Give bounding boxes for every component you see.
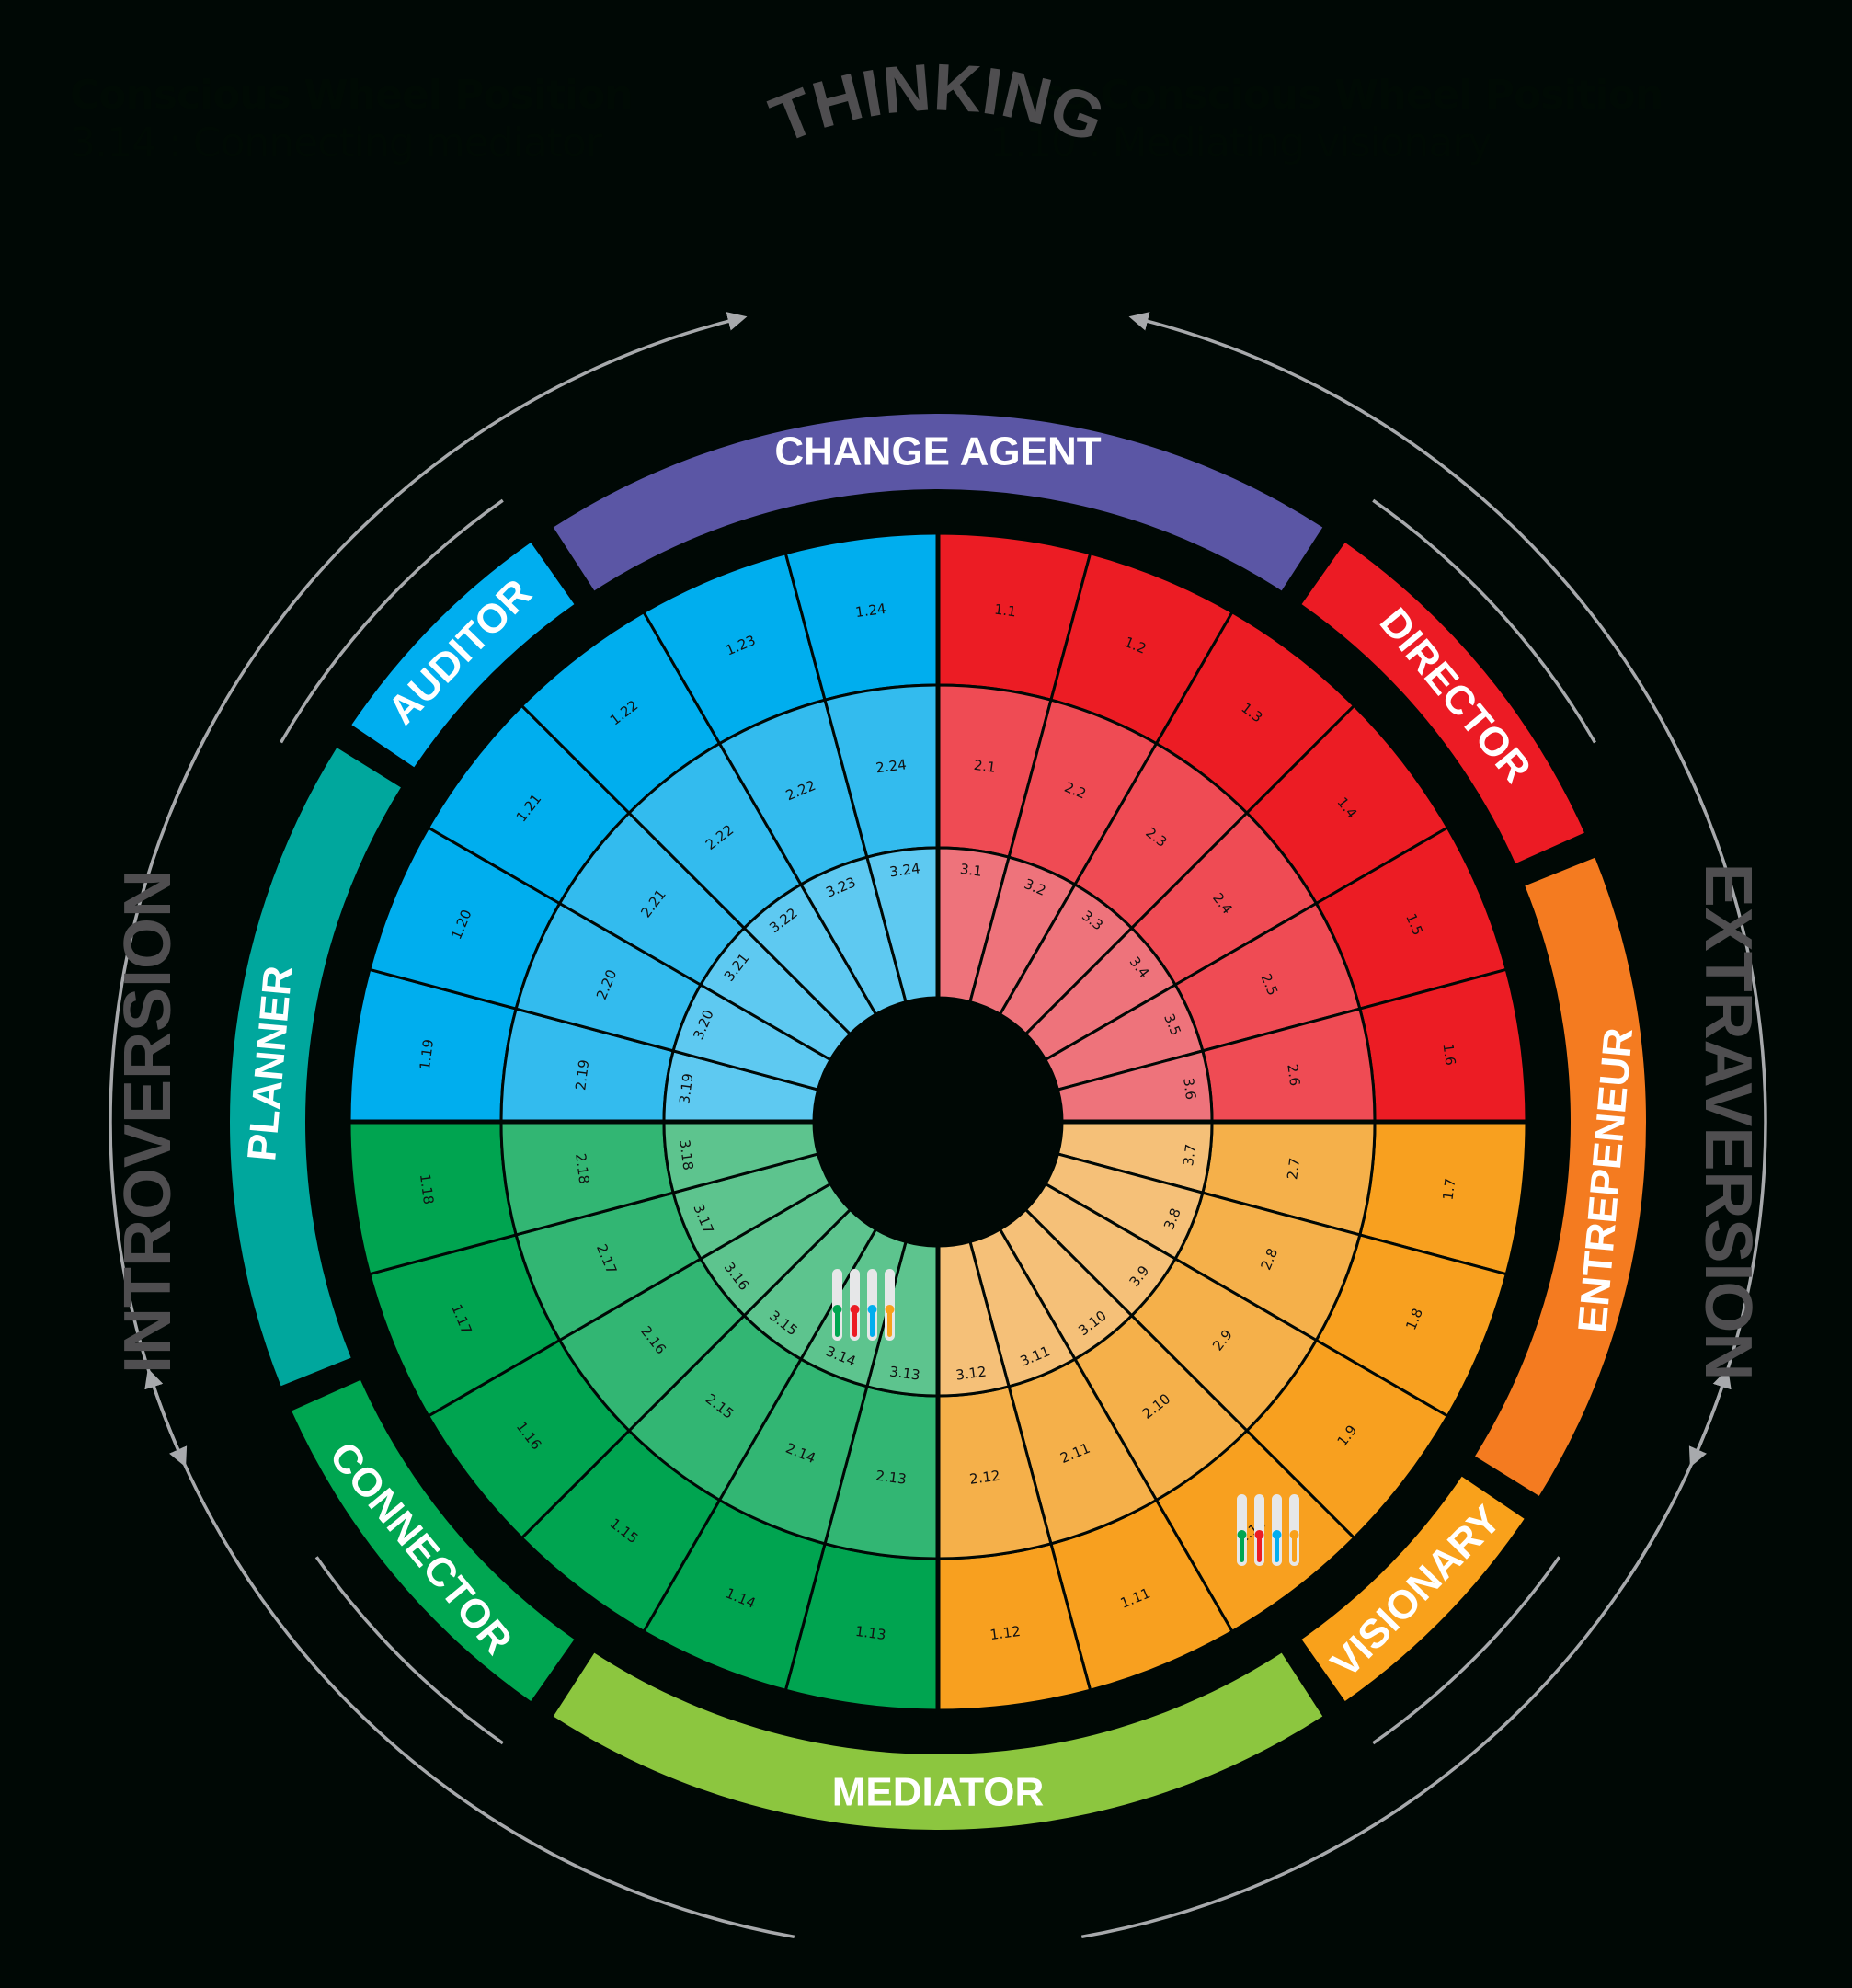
axis-label-extraversion: EXTRAVERSION (1691, 863, 1765, 1381)
segment-label: 1.7 (1440, 1177, 1459, 1201)
slider-knob (1254, 1530, 1264, 1539)
axis-label-thinking: THINKING (760, 51, 1114, 157)
segment-label: 1.18 (417, 1172, 437, 1205)
less-conscious-position-title: Less Conscious Wheel Position (989, 72, 1663, 119)
role-planner: PLANNER (230, 748, 401, 1387)
segment-label: 1.1 (993, 601, 1017, 621)
conscious-position-block: Conscious Wheel Position 3.14 : Connecti… (70, 72, 634, 167)
segment-label: 3.6 (1180, 1077, 1199, 1101)
cycle-arrow (144, 1368, 254, 1586)
segment-label: 3.18 (676, 1138, 696, 1171)
segment-label: 1.24 (854, 600, 886, 621)
slider-fill (870, 1309, 875, 1337)
cycle-arrows (109, 312, 1767, 1939)
segment-1-13[interactable]: 1.13 (783, 1541, 940, 1712)
slider-knob (867, 1305, 877, 1314)
center-hole (814, 998, 1062, 1246)
role-segment (1301, 1476, 1525, 1701)
segment-label: 1.13 (854, 1623, 886, 1643)
conscious-position-marker[interactable] (832, 1269, 895, 1341)
conscious-position-title: Conscious Wheel Position (70, 72, 634, 119)
slider-fill (1257, 1535, 1262, 1562)
cycle-arrow (1128, 312, 1708, 813)
slider-fill (1240, 1535, 1244, 1562)
less-conscious-position-block: Less Conscious Wheel Position 1.10 : Med… (989, 72, 1663, 167)
segment-label: 2.12 (968, 1468, 1000, 1488)
role-mediator: MEDIATOR (553, 1652, 1323, 1830)
role-segment (553, 413, 1323, 591)
role-segment (351, 543, 575, 768)
segment-label: 3.19 (676, 1072, 696, 1104)
slider-knob (1237, 1530, 1247, 1539)
slider-knob (1289, 1530, 1299, 1539)
slider-knob (1272, 1530, 1282, 1539)
position-markers (832, 1269, 1299, 1566)
role-segment (230, 748, 401, 1387)
cycle-arrow (1622, 1368, 1732, 1586)
cycle-arrow (1080, 1560, 1641, 1939)
segment-label: 2.13 (875, 1468, 907, 1488)
segment-label: 3.7 (1180, 1143, 1199, 1167)
role-segment (1301, 543, 1584, 864)
segment-3-22[interactable]: 3.22 (742, 882, 878, 1036)
slider-fill (887, 1309, 892, 1337)
less-conscious-position-value: 1.10 : Mediating visionary (989, 120, 1492, 166)
slider-fill (1275, 1535, 1279, 1562)
cycle-arrow (234, 1560, 795, 1939)
cycle-arrow (109, 732, 209, 1468)
cycle-arrow (1372, 1556, 1561, 1745)
cycle-arrow (1372, 498, 1596, 744)
segment-label: 2.1 (973, 757, 997, 776)
role-label: MEDIATOR (832, 1770, 1045, 1815)
segment-label: 3.24 (888, 860, 920, 880)
segment-label: 2.7 (1284, 1157, 1303, 1181)
slider-knob (850, 1305, 860, 1314)
slider-fill (1292, 1535, 1297, 1562)
slider-fill (835, 1309, 840, 1337)
segment-label: 2.19 (572, 1058, 592, 1091)
segment-label: 2.18 (572, 1152, 592, 1184)
segment-label: 1.12 (989, 1623, 1021, 1643)
slider-fill (852, 1309, 857, 1337)
less-conscious-position-marker[interactable] (1237, 1494, 1299, 1566)
cycle-arrow (280, 498, 504, 744)
role-label: AUDITOR (380, 571, 541, 734)
cycle-arrow (168, 312, 748, 813)
segment-label: 1.19 (417, 1038, 437, 1070)
axis-labels: THINKING FEELING INTROVERSION EXTRAVERSI… (111, 51, 1765, 1381)
segment-label: 3.13 (888, 1364, 920, 1384)
segment-label: 1.6 (1440, 1043, 1459, 1067)
role-change-agent: CHANGE AGENT (553, 413, 1323, 591)
segment-label: 2.24 (875, 756, 907, 776)
segment-label: 3.12 (955, 1364, 987, 1384)
segment-label: 3.1 (959, 861, 983, 880)
cycle-arrow (1667, 732, 1767, 1468)
slider-knob (885, 1305, 895, 1314)
role-label: CHANGE AGENT (774, 429, 1101, 474)
cycle-arrow (314, 1556, 504, 1745)
segment-rings: 1.11.21.31.41.51.61.71.81.91.101.111.121… (348, 531, 1528, 1712)
role-segment (292, 1379, 575, 1701)
slider-knob (832, 1305, 842, 1314)
role-segment (1475, 857, 1646, 1496)
conscious-position-value: 3.14 : Connecting mediator (70, 120, 602, 166)
segment-label: 2.6 (1284, 1063, 1303, 1087)
axis-label-introversion: INTROVERSION (111, 870, 185, 1374)
role-segment (553, 1652, 1323, 1830)
